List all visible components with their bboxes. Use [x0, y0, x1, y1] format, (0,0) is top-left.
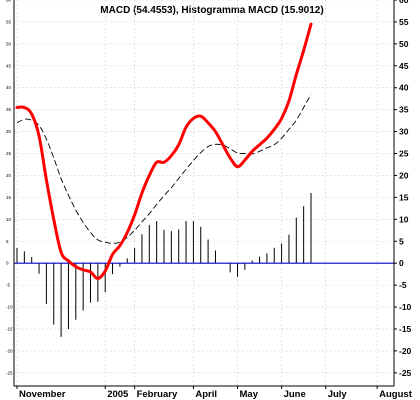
y-tick-label-right: -10: [399, 302, 412, 312]
y-tick-label-right: -15: [399, 324, 412, 334]
y-tick-label-left: -25: [6, 370, 13, 375]
y-tick-label-left: -15: [6, 326, 13, 331]
y-tick-label-left: 60: [6, 0, 12, 3]
right-axis-ticks: -25 -20 -15 -10 -5 0 5 10 15 20 25 30 35 40 45 50 55 60: [394, 0, 412, 378]
y-tick-label-right: 15: [399, 192, 409, 202]
y-tick-label-right: 20: [399, 170, 409, 180]
y-tick-label-right: 5: [399, 236, 404, 246]
y-tick-label-right: 10: [399, 214, 409, 224]
signal-line: [16, 94, 312, 244]
x-tick-label: June: [284, 389, 306, 400]
y-tick-label-right: 40: [399, 83, 409, 93]
y-tick-label-left: 40: [6, 85, 12, 90]
y-tick-label-right: -5: [399, 280, 407, 290]
y-tick-label-left: 15: [6, 195, 12, 200]
y-tick-label-right: 55: [399, 17, 409, 27]
y-tick-label-right: 30: [399, 127, 409, 137]
y-tick-label-left: 50: [6, 41, 12, 46]
macd-line: [15, 22, 313, 281]
y-tick-label-left: -10: [6, 305, 13, 310]
y-tick-label-left: 55: [6, 19, 12, 24]
x-tick-label: 2005: [107, 389, 129, 400]
y-tick-label-left: 45: [6, 63, 12, 68]
y-tick-label-left: 20: [6, 173, 12, 178]
y-tick-label-right: 25: [399, 149, 409, 159]
y-tick-label-left: -20: [6, 348, 13, 353]
axes: [13, 0, 395, 387]
y-tick-label-left: 0: [6, 261, 9, 266]
y-tick-label-left: -5: [6, 283, 10, 288]
x-tick-label: May: [240, 389, 259, 400]
y-tick-label-right: -25: [399, 368, 412, 378]
grid: [14, 0, 394, 386]
y-tick-label-right: 0: [399, 258, 404, 268]
y-tick-label-right: 50: [399, 39, 409, 49]
x-tick-label: November: [19, 389, 66, 400]
y-tick-label-left: 10: [6, 217, 12, 222]
y-tick-label-right: 60: [399, 0, 409, 5]
x-tick-label: February: [137, 389, 178, 400]
y-tick-label-left: 35: [6, 107, 12, 112]
x-tick-label: August: [379, 389, 413, 400]
y-tick-label-right: 35: [399, 105, 409, 115]
y-tick-label-right: 45: [399, 61, 409, 71]
y-tick-label-left: 5: [6, 239, 9, 244]
histogram-bars: [16, 193, 312, 337]
chart-title: MACD (54.4553), Histogramma MACD (15.901…: [100, 5, 323, 16]
x-tick-label: July: [328, 389, 348, 400]
x-axis-ticks: November 2005 February April May June July Augu…: [16, 386, 413, 400]
x-tick-label: April: [195, 389, 217, 400]
left-axis-ticks: -25 -20 -15 -10 -5 0 5 10 15 20 25 30 35 40 45 50 55 60: [6, 0, 13, 375]
y-tick-label-right: -20: [399, 346, 412, 356]
y-tick-label-left: 30: [6, 129, 12, 134]
y-tick-label-left: 25: [6, 151, 12, 156]
